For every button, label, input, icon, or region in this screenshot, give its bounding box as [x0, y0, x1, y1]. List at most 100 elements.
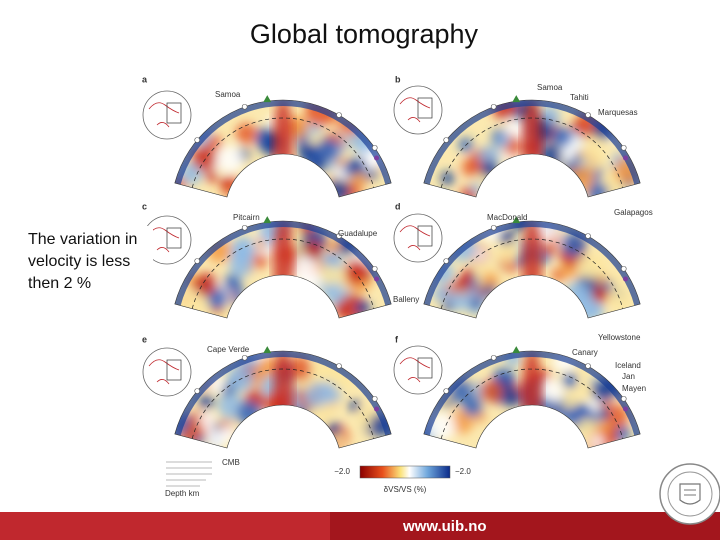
hotspot-triangle: [263, 216, 272, 224]
panel-letter: c: [142, 201, 147, 211]
anomaly-blob: [537, 378, 564, 405]
note-line: then 2 %: [28, 275, 91, 292]
inset-coastline: [148, 359, 180, 385]
dashed-depth-line: [191, 117, 375, 188]
anomaly-blob: [462, 396, 483, 417]
tomography-panel: d MacDonald Balleny Yellowstone: [393, 201, 641, 342]
anomaly-blob: [344, 259, 370, 284]
anomaly-blob: [498, 228, 515, 245]
anomaly-blob: [286, 356, 312, 382]
anomaly-blob: [310, 132, 322, 144]
section-outline: [423, 350, 641, 449]
hotspot-label: Balleny: [393, 295, 419, 304]
anomaly-blob: [577, 253, 602, 279]
hotspot-label: Iceland: [615, 361, 641, 370]
hotspot-label: MacDonald: [487, 213, 527, 222]
anomaly-blob: [562, 392, 579, 409]
dashed-depth-line: [191, 368, 375, 439]
hotspot-label: Tahiti: [570, 93, 589, 102]
section-outline: [174, 350, 392, 449]
anomaly-blob: [596, 407, 610, 420]
anomaly-blob: [473, 248, 487, 262]
station-marker: [241, 354, 248, 361]
station-marker: [443, 137, 450, 143]
inset-coastline: [148, 227, 180, 253]
section-outline: [174, 220, 392, 319]
anomaly-blob: [226, 364, 254, 392]
anomaly-blob: [501, 386, 522, 408]
hotspot-label: Galapagos: [614, 208, 653, 217]
anomaly-blob: [198, 411, 217, 429]
anomaly-blob: [216, 145, 244, 174]
hotspot-label: Guadalupe: [338, 229, 378, 238]
hotspot-label: Cape Verde: [207, 345, 250, 354]
inset-coastline: [399, 225, 431, 251]
tomography-panel: c Pitcairn Guadalupe: [142, 201, 392, 319]
anomaly-blob: [223, 274, 242, 292]
anomaly-blob: [348, 400, 361, 412]
plume: [273, 221, 293, 309]
tomography-panel: e Cape Verde: [142, 334, 392, 449]
anomaly-blob: [482, 272, 499, 289]
hotspot-label: Yellowstone: [598, 333, 641, 342]
station-marker: [620, 144, 627, 151]
anomaly-blob: [478, 145, 501, 167]
station-marker: [194, 388, 201, 394]
anomaly-blob: [496, 134, 511, 148]
hotspot-marker: [374, 276, 380, 282]
anomaly-blob: [483, 284, 497, 297]
colorbar-min: −2.0: [334, 467, 350, 476]
anomaly-blob: [449, 409, 474, 434]
anomaly-blob: [433, 285, 450, 303]
anomaly-blob: [292, 257, 319, 284]
depth-scale: [166, 461, 212, 487]
anomaly-blob: [303, 240, 322, 259]
colorbar-label: δVS/VS (%): [384, 485, 427, 494]
anomaly-blob: [207, 135, 223, 151]
anomaly-blob: [596, 421, 610, 435]
velocity-section: [423, 220, 641, 318]
hotspot-label: Samoa: [537, 83, 563, 92]
dashed-depth-line: [440, 368, 624, 439]
velocity-section: [174, 351, 392, 448]
tomography-panel: a Samoa: [142, 74, 392, 198]
anomaly-blob: [592, 286, 609, 304]
note-line: velocity is less: [28, 253, 130, 270]
station-marker: [490, 224, 497, 231]
slide-title: Global tomography: [250, 19, 479, 49]
anomaly-blob: [507, 262, 518, 273]
anomaly-blob: [577, 417, 597, 437]
station-marker: [241, 103, 248, 110]
university-seal: [659, 463, 720, 525]
plume: [273, 351, 293, 439]
panel-letter: d: [395, 201, 401, 211]
inset-coastline: [399, 357, 431, 383]
anomaly-blob: [569, 165, 594, 190]
hotspot-triangle: [263, 95, 272, 103]
plume: [522, 99, 542, 188]
station-marker: [336, 233, 342, 239]
hotspot-marker: [374, 406, 380, 412]
anomaly-blob: [587, 182, 610, 197]
anomaly-blob: [220, 177, 232, 189]
inset-box: [166, 227, 182, 249]
panel-letter: b: [395, 74, 401, 84]
section-outline: [174, 99, 392, 198]
inset-box: [417, 225, 433, 247]
inset-box: [166, 359, 182, 381]
station-marker: [194, 258, 201, 264]
anomaly-blob: [561, 372, 578, 389]
anomaly-blob: [540, 368, 551, 379]
note-background: [28, 226, 153, 296]
station-marker: [241, 224, 248, 231]
station-marker: [585, 363, 591, 369]
station-marker: [336, 112, 342, 118]
station-marker: [585, 233, 591, 239]
panel-letter: a: [142, 74, 148, 84]
anomaly-blob: [297, 141, 317, 161]
velocity-section: [174, 100, 392, 197]
colorbar-max: −2.0: [455, 467, 471, 476]
dashed-depth-line: [440, 117, 624, 188]
station-marker: [371, 265, 378, 272]
